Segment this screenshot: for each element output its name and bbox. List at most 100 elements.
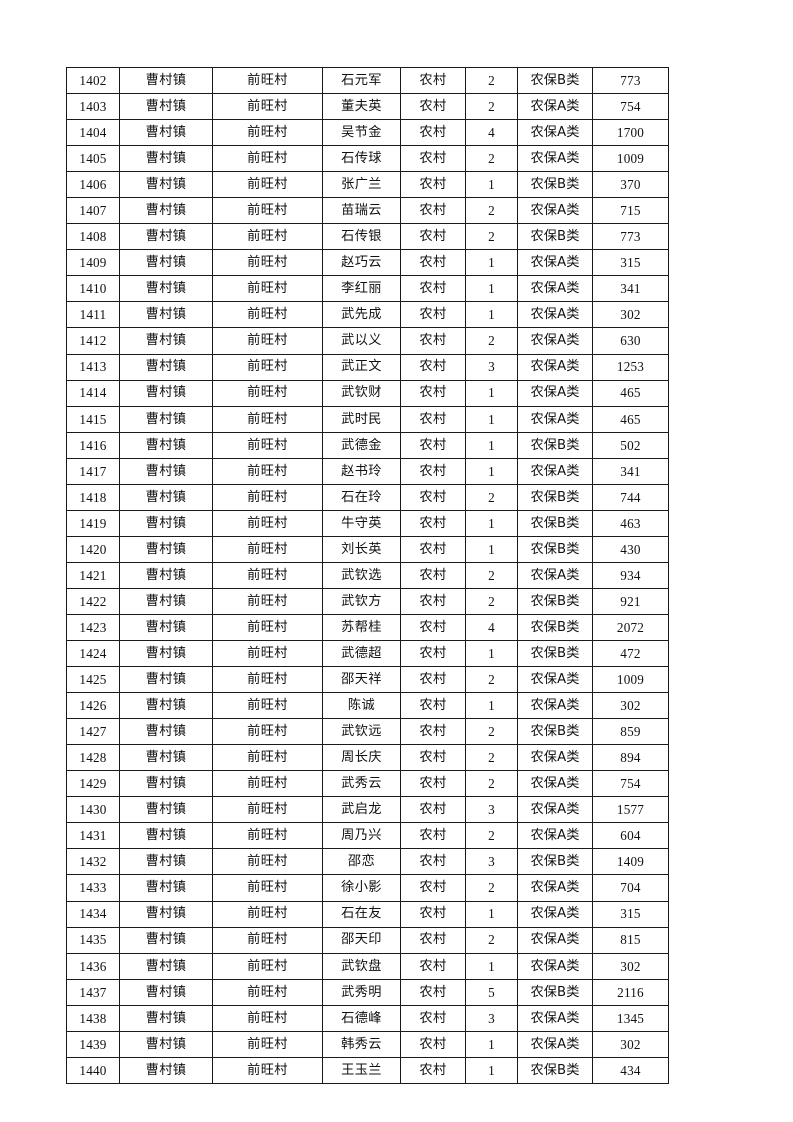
cell-insurance-category: 农保A类 bbox=[517, 692, 593, 720]
cell-insurance-category: 农保A类 bbox=[517, 822, 593, 850]
cell-person-name: 周长庆 bbox=[322, 744, 401, 772]
cell-person-name: 武钦盘 bbox=[322, 952, 401, 980]
cell-village: 前旺村 bbox=[212, 66, 323, 95]
cell-amount: 302 bbox=[592, 1030, 669, 1058]
cell-insurance-category: 农保B类 bbox=[517, 640, 593, 668]
cell-person-count: 3 bbox=[465, 353, 518, 381]
cell-household-type: 农村 bbox=[400, 327, 466, 355]
cell-household-type: 农村 bbox=[400, 457, 466, 485]
cell-town: 曹村镇 bbox=[119, 535, 213, 563]
cell-household-type: 农村 bbox=[400, 223, 466, 251]
cell-household-type: 农村 bbox=[400, 900, 466, 928]
cell-person-name: 董夫英 bbox=[322, 93, 401, 121]
cell-person-count: 1 bbox=[465, 900, 518, 928]
cell-person-name: 武先成 bbox=[322, 301, 401, 329]
cell-person-name: 李红丽 bbox=[322, 275, 401, 303]
cell-insurance-category: 农保A类 bbox=[517, 275, 593, 303]
cell-serial-number: 1428 bbox=[66, 744, 120, 772]
cell-household-type: 农村 bbox=[400, 1030, 466, 1058]
cell-household-type: 农村 bbox=[400, 66, 466, 95]
cell-person-count: 2 bbox=[465, 93, 518, 121]
cell-village: 前旺村 bbox=[212, 197, 323, 225]
cell-amount: 894 bbox=[592, 744, 669, 772]
cell-household-type: 农村 bbox=[400, 952, 466, 980]
cell-town: 曹村镇 bbox=[119, 66, 213, 95]
table-row: 1427 曹村镇 前旺村 武钦远 农村 2 农保B类 859 bbox=[66, 718, 669, 746]
cell-household-type: 农村 bbox=[400, 379, 466, 407]
cell-household-type: 农村 bbox=[400, 640, 466, 668]
cell-village: 前旺村 bbox=[212, 640, 323, 668]
cell-town: 曹村镇 bbox=[119, 900, 213, 928]
cell-village: 前旺村 bbox=[212, 119, 323, 147]
table-row: 1428 曹村镇 前旺村 周长庆 农村 2 农保A类 894 bbox=[66, 744, 669, 772]
cell-household-type: 农村 bbox=[400, 692, 466, 720]
cell-serial-number: 1427 bbox=[66, 718, 120, 746]
cell-insurance-category: 农保A类 bbox=[517, 379, 593, 407]
cell-insurance-category: 农保A类 bbox=[517, 796, 593, 824]
cell-serial-number: 1404 bbox=[66, 119, 120, 147]
cell-person-count: 3 bbox=[465, 796, 518, 824]
cell-person-name: 吴节金 bbox=[322, 119, 401, 147]
cell-amount: 1009 bbox=[592, 666, 669, 694]
cell-insurance-category: 农保A类 bbox=[517, 145, 593, 173]
cell-serial-number: 1425 bbox=[66, 666, 120, 694]
cell-person-count: 1 bbox=[465, 535, 518, 563]
cell-village: 前旺村 bbox=[212, 900, 323, 928]
cell-person-count: 2 bbox=[465, 718, 518, 746]
cell-town: 曹村镇 bbox=[119, 1030, 213, 1058]
table-row: 1406 曹村镇 前旺村 张广兰 农村 1 农保B类 370 bbox=[66, 171, 669, 199]
table-row: 1411 曹村镇 前旺村 武先成 农村 1 农保A类 302 bbox=[66, 301, 669, 329]
cell-amount: 1409 bbox=[592, 848, 669, 876]
cell-household-type: 农村 bbox=[400, 874, 466, 902]
cell-serial-number: 1407 bbox=[66, 197, 120, 225]
cell-person-count: 2 bbox=[465, 770, 518, 798]
cell-household-type: 农村 bbox=[400, 978, 466, 1006]
cell-insurance-category: 农保B类 bbox=[517, 431, 593, 459]
cell-village: 前旺村 bbox=[212, 171, 323, 199]
cell-insurance-category: 农保B类 bbox=[517, 718, 593, 746]
cell-town: 曹村镇 bbox=[119, 431, 213, 459]
cell-village: 前旺村 bbox=[212, 874, 323, 902]
cell-insurance-category: 农保A类 bbox=[517, 197, 593, 225]
cell-amount: 1577 bbox=[592, 796, 669, 824]
cell-household-type: 农村 bbox=[400, 483, 466, 511]
cell-village: 前旺村 bbox=[212, 561, 323, 589]
cell-insurance-category: 农保A类 bbox=[517, 93, 593, 121]
cell-household-type: 农村 bbox=[400, 535, 466, 563]
cell-village: 前旺村 bbox=[212, 848, 323, 876]
cell-village: 前旺村 bbox=[212, 327, 323, 355]
cell-person-count: 1 bbox=[465, 457, 518, 485]
cell-person-name: 苗瑞云 bbox=[322, 197, 401, 225]
cell-serial-number: 1426 bbox=[66, 692, 120, 720]
cell-town: 曹村镇 bbox=[119, 666, 213, 694]
cell-serial-number: 1421 bbox=[66, 561, 120, 589]
cell-amount: 744 bbox=[592, 483, 669, 511]
cell-household-type: 农村 bbox=[400, 770, 466, 798]
cell-household-type: 农村 bbox=[400, 744, 466, 772]
table-row: 1434 曹村镇 前旺村 石在友 农村 1 农保A类 315 bbox=[66, 900, 669, 928]
cell-serial-number: 1432 bbox=[66, 848, 120, 876]
cell-person-name: 邵恋 bbox=[322, 848, 401, 876]
cell-person-name: 武德超 bbox=[322, 640, 401, 668]
cell-town: 曹村镇 bbox=[119, 796, 213, 824]
cell-serial-number: 1405 bbox=[66, 145, 120, 173]
cell-household-type: 农村 bbox=[400, 561, 466, 589]
cell-person-count: 1 bbox=[465, 405, 518, 433]
cell-household-type: 农村 bbox=[400, 926, 466, 954]
table-row: 1404 曹村镇 前旺村 吴节金 农村 4 农保A类 1700 bbox=[66, 119, 669, 147]
cell-insurance-category: 农保B类 bbox=[517, 613, 593, 642]
table-row: 1409 曹村镇 前旺村 赵巧云 农村 1 农保A类 315 bbox=[66, 249, 669, 277]
cell-amount: 773 bbox=[592, 223, 669, 251]
cell-amount: 341 bbox=[592, 457, 669, 485]
cell-person-count: 1 bbox=[465, 1056, 518, 1084]
cell-village: 前旺村 bbox=[212, 822, 323, 850]
cell-person-name: 石元军 bbox=[322, 66, 401, 95]
data-table-container: 1402 曹村镇 前旺村 石元军 农村 2 农保B类 773 1403 曹村镇 前旺村 董夫英 农村 2 农… bbox=[66, 66, 669, 1084]
cell-village: 前旺村 bbox=[212, 301, 323, 329]
cell-town: 曹村镇 bbox=[119, 848, 213, 876]
cell-person-name: 石传球 bbox=[322, 145, 401, 173]
cell-town: 曹村镇 bbox=[119, 978, 213, 1006]
cell-person-count: 3 bbox=[465, 848, 518, 876]
table-row: 1429 曹村镇 前旺村 武秀云 农村 2 农保A类 754 bbox=[66, 770, 669, 798]
cell-amount: 370 bbox=[592, 171, 669, 199]
